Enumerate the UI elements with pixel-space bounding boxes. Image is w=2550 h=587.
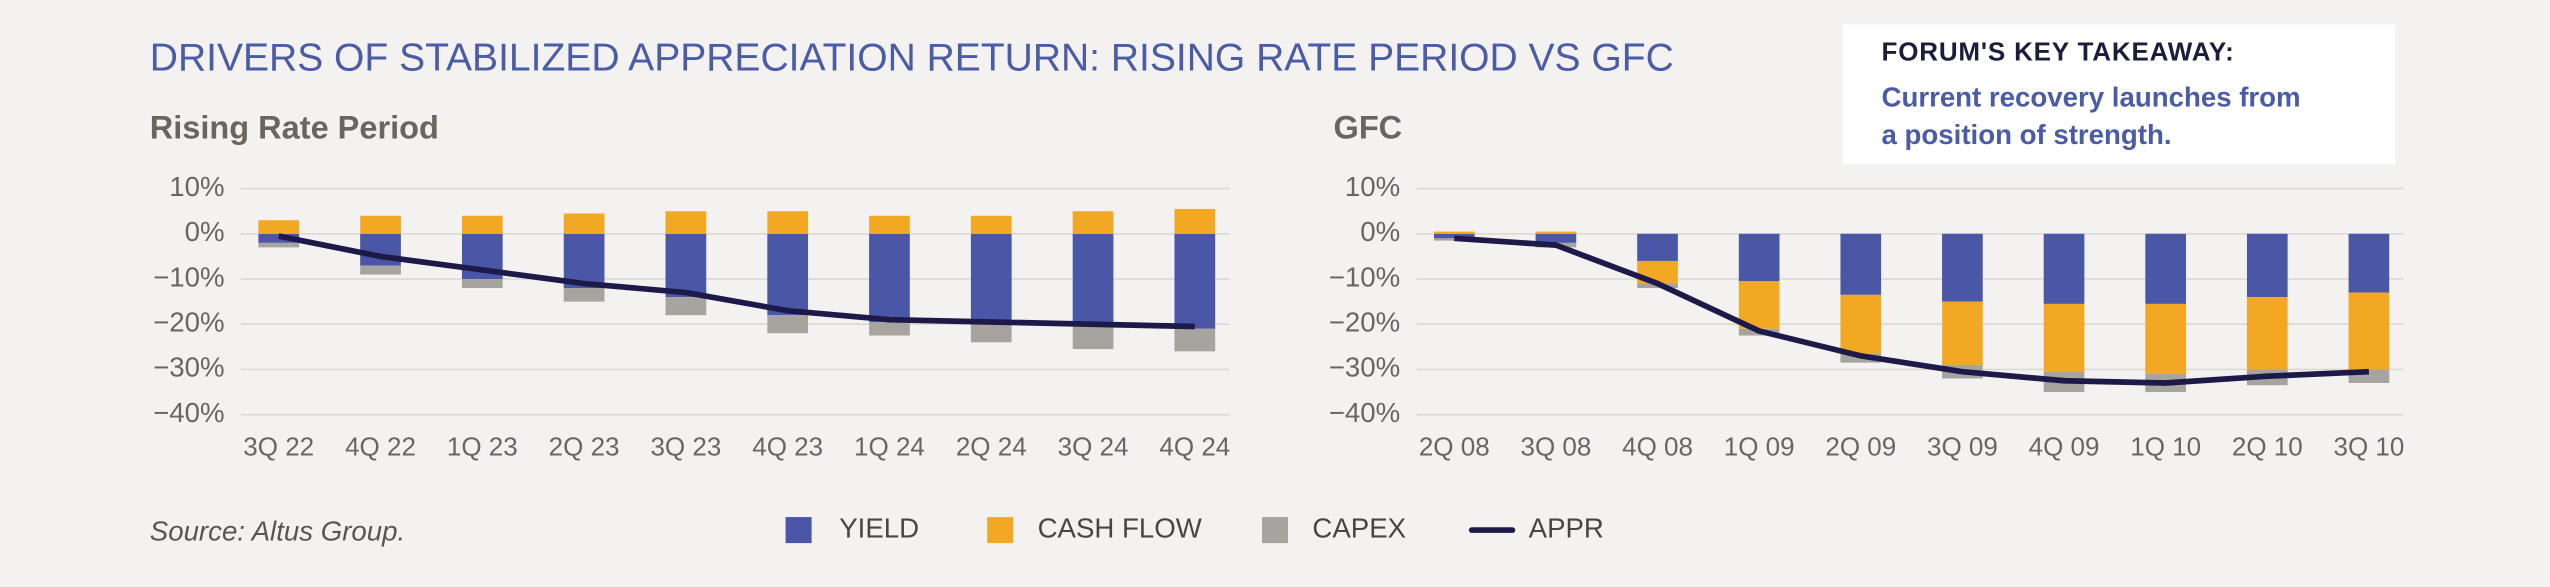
bar	[767, 315, 809, 334]
y-tick-label: 0%	[185, 216, 225, 247]
bar	[1433, 233, 1475, 239]
bar	[258, 242, 300, 248]
y-tick-label: −40%	[153, 397, 224, 428]
x-tick-label: 1Q 09	[1724, 432, 1795, 462]
takeaway-box	[1842, 24, 2396, 165]
takeaway-text: a position of strength.	[1882, 119, 2172, 150]
bar	[1174, 328, 1216, 352]
x-tick-label: 2Q 08	[1419, 432, 1490, 462]
bar	[2246, 297, 2288, 370]
bar	[2246, 233, 2288, 298]
bar	[1535, 233, 1577, 243]
x-tick-label: 1Q 10	[2130, 432, 2201, 462]
x-tick-label: 4Q 22	[345, 432, 416, 462]
bar	[1535, 231, 1577, 234]
legend-label: YIELD	[839, 512, 919, 543]
bar	[360, 215, 401, 234]
y-tick-label: 10%	[1345, 171, 1400, 202]
bar	[1072, 211, 1114, 234]
y-tick-label: 0%	[1360, 216, 1400, 247]
bar	[970, 215, 1012, 234]
bar	[767, 211, 809, 234]
y-tick-label: −20%	[1329, 307, 1400, 338]
bar	[2043, 303, 2085, 372]
x-tick-label: 3Q 22	[243, 432, 314, 462]
bar	[1072, 233, 1114, 327]
bar	[665, 297, 707, 316]
x-tick-label: 3Q 09	[1927, 432, 1998, 462]
bar	[1072, 326, 1114, 350]
y-tick-label: 10%	[169, 171, 224, 202]
x-tick-label: 1Q 24	[854, 432, 925, 462]
legend-swatch	[1261, 517, 1289, 544]
x-tick-label: 2Q 09	[1825, 432, 1896, 462]
bar	[461, 279, 503, 289]
bar	[1942, 301, 1983, 365]
y-tick-label: −30%	[153, 352, 224, 383]
bar	[258, 220, 300, 234]
bar	[2043, 233, 2085, 304]
legend-label: CASH FLOW	[1038, 512, 1202, 543]
bar	[1433, 231, 1475, 234]
chart-title: GFC	[1334, 110, 1403, 146]
x-tick-label: 1Q 23	[447, 432, 518, 462]
bar	[1637, 233, 1678, 261]
bar	[1738, 233, 1780, 282]
bar	[1840, 294, 1882, 354]
bar	[461, 215, 503, 234]
bar	[563, 288, 605, 302]
bar	[869, 233, 910, 322]
bar	[2145, 233, 2186, 304]
bar	[2348, 292, 2390, 370]
x-tick-label: 3Q 08	[1520, 432, 1591, 462]
x-tick-label: 2Q 24	[956, 432, 1027, 462]
bar	[2348, 233, 2390, 293]
x-tick-label: 2Q 10	[2232, 432, 2303, 462]
x-tick-label: 4Q 08	[1622, 432, 1693, 462]
takeaway-heading: FORUM'S KEY TAKEAWAY:	[1882, 37, 2235, 67]
bar	[1174, 208, 1216, 234]
x-tick-label: 2Q 23	[549, 432, 620, 462]
x-tick-label: 3Q 23	[650, 432, 721, 462]
bar	[665, 211, 707, 234]
x-tick-label: 4Q 23	[752, 432, 823, 462]
y-tick-label: −20%	[153, 307, 224, 338]
bar	[1174, 233, 1216, 329]
legend-label: APPR	[1529, 512, 1604, 543]
x-tick-label: 4Q 24	[1159, 432, 1230, 462]
bar	[970, 324, 1012, 343]
bar	[563, 213, 605, 234]
bar	[869, 321, 910, 336]
y-tick-label: −10%	[1329, 261, 1400, 292]
line	[1454, 235, 2370, 386]
y-tick-label: −30%	[1329, 352, 1400, 383]
bar	[970, 233, 1012, 325]
bar	[1942, 233, 1983, 302]
legend-label: CAPEX	[1312, 512, 1406, 543]
chart-title: Rising Rate Period	[150, 110, 439, 146]
bar	[665, 233, 707, 298]
source: Source: Altus Group.	[150, 516, 405, 547]
x-tick-label: 4Q 09	[2029, 432, 2100, 462]
legend-swatch	[987, 517, 1014, 544]
x-tick-label: 3Q 24	[1058, 432, 1129, 462]
y-tick-label: −40%	[1329, 397, 1400, 428]
y-tick-label: −10%	[153, 261, 224, 292]
bar	[360, 265, 401, 275]
bar	[2145, 303, 2186, 374]
bar	[869, 215, 910, 234]
bar	[1840, 233, 1882, 295]
x-tick-label: 3Q 10	[2334, 432, 2405, 462]
bar	[767, 233, 809, 316]
legend-swatch	[785, 517, 812, 544]
title: DRIVERS OF STABILIZED APPRECIATION RETUR…	[150, 36, 1674, 79]
line	[278, 233, 1195, 330]
bar	[1738, 281, 1780, 329]
takeaway-text: Current recovery launches from	[1882, 81, 2301, 112]
